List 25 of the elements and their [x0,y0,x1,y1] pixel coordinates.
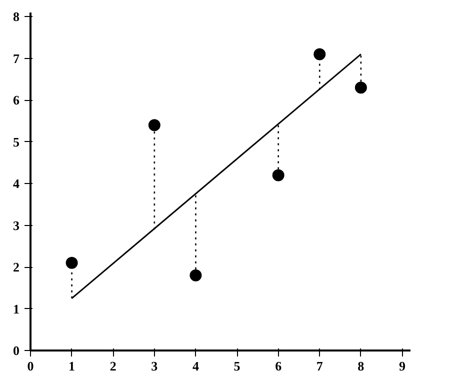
point [314,48,326,60]
x-tick-label: 0 [27,358,34,374]
y-tick-label: 8 [13,9,20,24]
y-tick-label: 0 [13,343,20,358]
x-tick-label: 9 [398,358,406,374]
x-tick-label: 6 [275,358,282,374]
point [354,82,367,94]
x-tick-label: 1 [68,358,76,374]
y-tick-label: 4 [13,176,20,192]
y-tick-label: 7 [13,50,20,66]
y-tick-label: 5 [13,134,20,150]
point [148,119,160,132]
x-tick-label: 7 [316,358,324,374]
x-tick-label: 2 [110,358,116,374]
x-tick-label: 3 [151,358,158,374]
x-tick-label: 5 [234,358,241,374]
y-tick-label: 3 [13,218,20,233]
point [272,169,284,182]
y-tick-label: 1 [13,301,20,316]
y-tick-label: 2 [13,260,20,275]
point [66,256,78,269]
point [190,269,202,282]
x-tick-label: 8 [358,358,365,374]
y-tick-label: 6 [13,92,20,108]
x-tick-label: 4 [192,358,200,374]
